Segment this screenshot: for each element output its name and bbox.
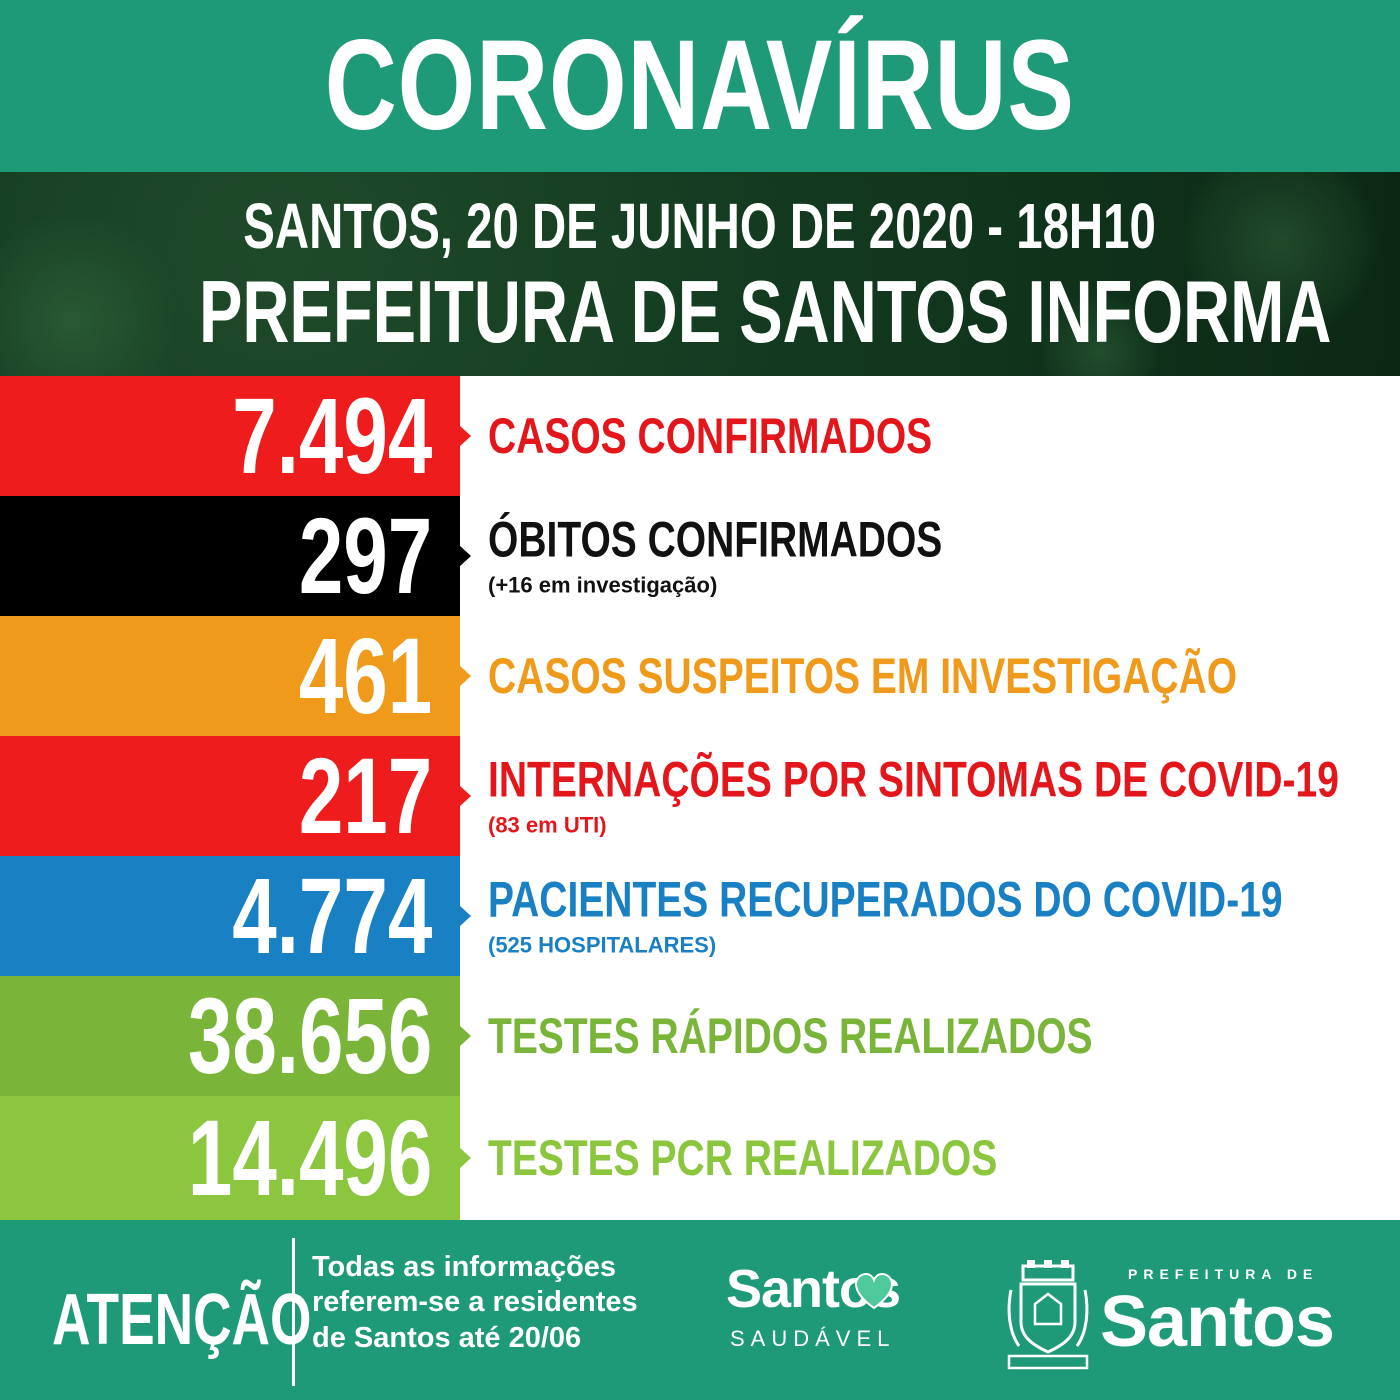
stat-label-group: TESTES PCR REALIZADOS xyxy=(488,1132,1141,1185)
arrow-icon xyxy=(459,665,471,687)
stat-value: 7.494 xyxy=(232,375,432,496)
stat-row-internacoes: 217 INTERNAÇÕES POR SINTOMAS DE COVID-19… xyxy=(0,736,1400,856)
date-line: SANTOS, 20 DE JUNHO DE 2020 - 18H10 xyxy=(243,190,1157,262)
heart-icon xyxy=(854,1272,894,1310)
stat-row-casos-confirmados: 7.494 CASOS CONFIRMADOS xyxy=(0,376,1400,496)
stat-value-box: 297 xyxy=(0,496,460,616)
arrow-icon xyxy=(459,785,471,807)
atencao-heading: ATENÇÃO xyxy=(52,1280,312,1360)
header-band: SANTOS, 20 DE JUNHO DE 2020 - 18H10 PREF… xyxy=(0,172,1400,376)
stat-row-testes-pcr: 14.496 TESTES PCR REALIZADOS xyxy=(0,1096,1400,1220)
stat-label: INTERNAÇÕES POR SINTOMAS DE COVID-19 xyxy=(488,751,1339,808)
stat-label: TESTES PCR REALIZADOS xyxy=(488,1129,998,1186)
virus-decoration-icon xyxy=(1180,172,1380,342)
stat-value: 297 xyxy=(298,495,432,616)
stat-value: 38.656 xyxy=(187,975,432,1096)
stat-note: (+16 em investigação) xyxy=(488,572,718,598)
prefeitura-main-label: Santos xyxy=(1100,1282,1335,1362)
page-title: CORONAVÍRUS xyxy=(324,14,1076,157)
stat-label-group: CASOS SUSPEITOS EM INVESTIGAÇÃO xyxy=(488,650,1400,703)
stat-value: 14.496 xyxy=(187,1097,432,1218)
stats-list: 7.494 CASOS CONFIRMADOS 297 ÓBITOS CONFI… xyxy=(0,376,1400,1220)
stat-label-group: ÓBITOS CONFIRMADOS (+16 em investigação) xyxy=(488,514,1070,599)
stat-row-recuperados: 4.774 PACIENTES RECUPERADOS DO COVID-19 … xyxy=(0,856,1400,976)
prefeitura-top-label: PREFEITURA DE xyxy=(1128,1266,1319,1282)
stat-label: PACIENTES RECUPERADOS DO COVID-19 xyxy=(488,871,1283,928)
stat-value-box: 461 xyxy=(0,616,460,736)
footer-note-line: de Santos até 20/06 xyxy=(312,1321,582,1354)
stat-label: TESTES RÁPIDOS REALIZADOS xyxy=(488,1007,1093,1064)
stat-value-box: 38.656 xyxy=(0,976,460,1096)
stat-note: (525 HOSPITALARES) xyxy=(488,932,717,958)
arrow-icon xyxy=(459,425,471,447)
footer-note-line: Todas as informações xyxy=(312,1251,617,1283)
stat-row-obitos-confirmados: 297 ÓBITOS CONFIRMADOS (+16 em investiga… xyxy=(0,496,1400,616)
stat-row-casos-suspeitos: 461 CASOS SUSPEITOS EM INVESTIGAÇÃO xyxy=(0,616,1400,736)
stat-value: 4.774 xyxy=(232,855,432,976)
stat-label-group: CASOS CONFIRMADOS xyxy=(488,410,1057,463)
footer-note-line: referem-se a residentes xyxy=(312,1286,638,1319)
stat-row-testes-rapidos: 38.656 TESTES RÁPIDOS REALIZADOS xyxy=(0,976,1400,1096)
footer: ATENÇÃO Todas as informações referem-se … xyxy=(0,1220,1400,1400)
arrow-icon xyxy=(459,1025,471,1047)
stat-label-group: PACIENTES RECUPERADOS DO COVID-19 (525 H… xyxy=(488,874,1400,959)
santos-saudavel-logo: Santos SAUDÁVEL xyxy=(726,1262,946,1372)
stat-value: 217 xyxy=(298,735,432,856)
stat-label: CASOS SUSPEITOS EM INVESTIGAÇÃO xyxy=(488,647,1238,704)
footer-divider xyxy=(292,1238,295,1386)
stat-value: 461 xyxy=(298,615,432,736)
stat-value-box: 7.494 xyxy=(0,376,460,496)
stat-label-group: TESTES RÁPIDOS REALIZADOS xyxy=(488,1010,1263,1063)
stat-value-box: 4.774 xyxy=(0,856,460,976)
stat-note: (83 em UTI) xyxy=(488,812,607,838)
stat-value-box: 14.496 xyxy=(0,1096,460,1220)
footer-note: Todas as informações referem-se a reside… xyxy=(312,1250,692,1356)
subtitle: PREFEITURA DE SANTOS INFORMA xyxy=(198,262,1332,361)
arrow-icon xyxy=(459,1147,471,1169)
stat-label: ÓBITOS CONFIRMADOS xyxy=(488,511,943,568)
stat-value-box: 217 xyxy=(0,736,460,856)
saudavel-sub: SAUDÁVEL xyxy=(730,1326,896,1351)
arrow-icon xyxy=(459,905,471,927)
stat-label-group: INTERNAÇÕES POR SINTOMAS DE COVID-19 (83… xyxy=(488,754,1400,839)
arrow-icon xyxy=(459,545,471,567)
title-band: CORONAVÍRUS xyxy=(0,0,1400,172)
crest-icon xyxy=(1007,1260,1089,1370)
stat-label: CASOS CONFIRMADOS xyxy=(488,407,933,464)
